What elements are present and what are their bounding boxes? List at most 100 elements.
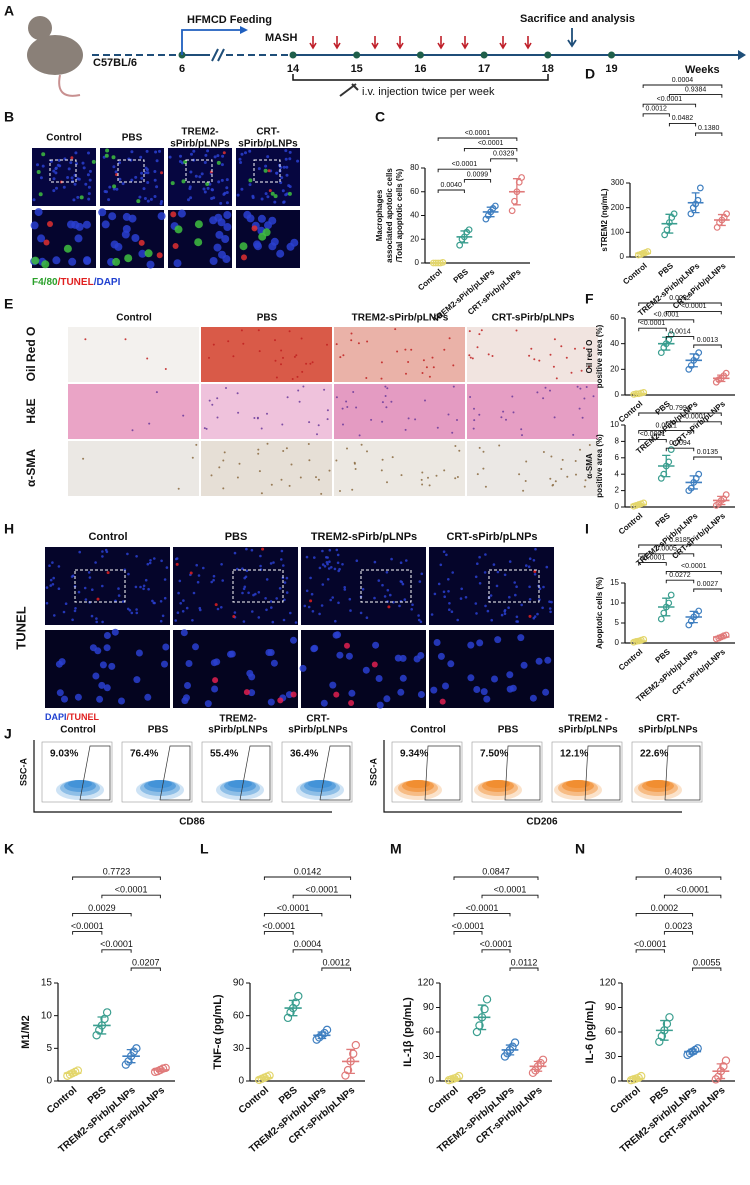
speckle: [296, 159, 300, 163]
speckle: [142, 187, 146, 191]
speckle: [282, 618, 286, 622]
speckle: [578, 407, 581, 410]
speckle: [245, 569, 249, 573]
speckle: [365, 616, 369, 619]
injection-arrow: [437, 36, 445, 50]
comparison-bracket: [638, 438, 667, 443]
speckle: [142, 587, 145, 591]
speckle: [185, 660, 193, 667]
speckle: [197, 574, 201, 577]
speckle: [298, 400, 301, 403]
y-tick-label: 30: [233, 1043, 245, 1054]
speckle: [79, 195, 84, 200]
speckle: [280, 363, 282, 366]
speckle: [148, 561, 152, 565]
speckle: [242, 620, 246, 623]
speckle: [237, 411, 240, 414]
speckle: [451, 431, 454, 434]
speckle: [92, 672, 100, 680]
zoom-image: [173, 630, 298, 708]
speckle: [107, 198, 111, 202]
speckle: [496, 570, 500, 574]
gate: [664, 745, 701, 801]
speckle: [194, 174, 198, 178]
flow-x-label: CD86: [179, 817, 205, 828]
speckle: [243, 689, 250, 696]
speckle: [346, 447, 348, 450]
y-tick-label: 60: [233, 1010, 245, 1021]
speckle: [561, 458, 564, 461]
comparison-bracket: [635, 949, 665, 953]
speckle: [442, 550, 446, 553]
speckle: [473, 686, 481, 693]
speckle: [266, 412, 268, 415]
week-label: 6: [179, 63, 185, 75]
data-point: [695, 470, 703, 478]
data-point: [696, 184, 704, 192]
speckle: [425, 366, 428, 369]
speckle: [326, 418, 329, 421]
gate-percent: 9.34%: [400, 749, 428, 760]
data-point: [92, 1031, 101, 1040]
speckle: [326, 409, 329, 412]
speckle: [243, 210, 252, 219]
p-value: 0.7994: [669, 405, 691, 412]
speckle: [290, 636, 297, 644]
speckle: [242, 587, 246, 591]
speckle: [177, 591, 180, 595]
speckle: [414, 418, 417, 421]
speckle: [437, 582, 441, 586]
speckle: [220, 163, 224, 167]
p-value: 0.0021: [656, 422, 678, 429]
speckle: [41, 152, 46, 157]
speckle: [117, 594, 121, 597]
speckle: [225, 201, 229, 205]
histology-image: [467, 327, 598, 382]
data-point: [351, 1040, 360, 1050]
speckle: [216, 160, 221, 165]
speckle: [403, 598, 407, 601]
speckle: [309, 599, 313, 603]
p-value: <0.0001: [480, 939, 513, 949]
speckle: [83, 586, 87, 590]
y-tick-label: 10: [610, 598, 619, 607]
speckle: [390, 557, 393, 561]
speckle: [260, 197, 264, 201]
data-point: [722, 491, 730, 499]
speckle: [268, 216, 277, 225]
speckle: [170, 211, 177, 218]
speckle: [288, 484, 291, 487]
data-point: [508, 207, 516, 215]
comparison-bracket: [663, 931, 694, 935]
speckle: [439, 563, 443, 567]
speckle: [212, 343, 215, 346]
speckle: [240, 329, 243, 332]
speckle: [146, 562, 150, 566]
speckle: [268, 242, 277, 251]
y-tick-label: 0: [615, 390, 620, 399]
speckle: [151, 599, 154, 603]
speckle: [294, 621, 298, 624]
p-value: <0.0001: [640, 431, 666, 438]
comparison-bracket: [453, 912, 511, 917]
week-label: 19: [605, 63, 617, 75]
speckle: [131, 429, 134, 432]
error-bar: [505, 1044, 515, 1056]
zoom-box: [185, 159, 213, 183]
speckle: [329, 598, 333, 602]
speckle: [139, 155, 143, 159]
speckle: [77, 177, 81, 181]
speckle: [494, 636, 502, 644]
speckle: [295, 354, 298, 357]
y-tick-label: 90: [605, 1002, 617, 1013]
p-value: 0.0112: [511, 957, 538, 967]
flow-density: [68, 780, 92, 788]
speckle: [533, 615, 537, 618]
speckle: [335, 548, 339, 552]
speckle: [257, 329, 260, 332]
arrow-head: [240, 26, 248, 34]
speckle: [581, 416, 584, 419]
y-tick-label: 15: [41, 978, 53, 989]
speckle: [220, 563, 223, 566]
speckle: [239, 161, 243, 164]
